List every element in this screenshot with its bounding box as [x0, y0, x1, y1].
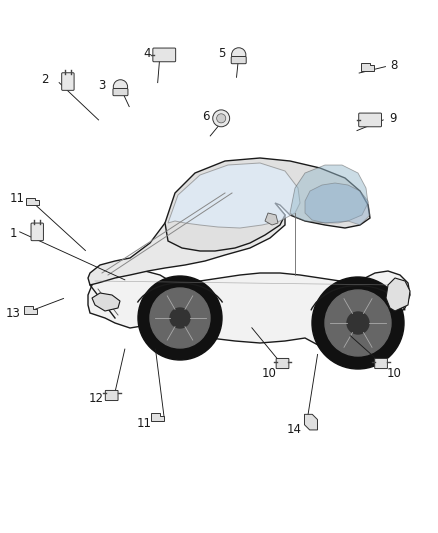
- FancyBboxPatch shape: [359, 113, 381, 127]
- Text: 10: 10: [387, 367, 402, 379]
- Circle shape: [347, 312, 369, 334]
- FancyBboxPatch shape: [113, 88, 128, 96]
- Circle shape: [213, 110, 230, 127]
- Polygon shape: [24, 306, 37, 314]
- Polygon shape: [361, 63, 374, 70]
- Text: 11: 11: [10, 192, 25, 205]
- Circle shape: [138, 276, 222, 360]
- Polygon shape: [92, 293, 120, 311]
- Text: 1: 1: [9, 227, 17, 240]
- Circle shape: [150, 288, 210, 348]
- Text: 5: 5: [219, 47, 226, 60]
- Circle shape: [170, 308, 190, 328]
- Polygon shape: [151, 413, 164, 421]
- Circle shape: [232, 48, 246, 62]
- FancyBboxPatch shape: [153, 48, 176, 62]
- Text: 2: 2: [41, 74, 49, 86]
- FancyBboxPatch shape: [375, 359, 387, 368]
- Polygon shape: [304, 414, 318, 430]
- Polygon shape: [386, 278, 410, 311]
- Circle shape: [113, 80, 127, 94]
- Polygon shape: [305, 183, 370, 225]
- FancyBboxPatch shape: [31, 223, 43, 241]
- Text: 13: 13: [6, 307, 21, 320]
- Text: 10: 10: [262, 367, 277, 379]
- Polygon shape: [168, 163, 300, 228]
- FancyBboxPatch shape: [106, 391, 118, 400]
- Text: 4: 4: [143, 47, 151, 60]
- Circle shape: [312, 277, 404, 369]
- Polygon shape: [88, 265, 410, 348]
- Text: 8: 8: [391, 59, 398, 71]
- Polygon shape: [26, 198, 39, 205]
- Polygon shape: [88, 193, 285, 285]
- Text: 12: 12: [89, 392, 104, 405]
- Text: 11: 11: [137, 417, 152, 430]
- FancyBboxPatch shape: [276, 359, 289, 368]
- Text: 9: 9: [389, 112, 397, 125]
- Polygon shape: [290, 165, 368, 223]
- Polygon shape: [265, 213, 278, 225]
- Polygon shape: [165, 158, 370, 251]
- Text: 3: 3: [98, 79, 105, 92]
- FancyBboxPatch shape: [62, 72, 74, 91]
- Circle shape: [217, 114, 226, 123]
- FancyBboxPatch shape: [231, 56, 246, 64]
- Text: 14: 14: [287, 423, 302, 435]
- Circle shape: [325, 290, 391, 356]
- Text: 6: 6: [201, 110, 209, 123]
